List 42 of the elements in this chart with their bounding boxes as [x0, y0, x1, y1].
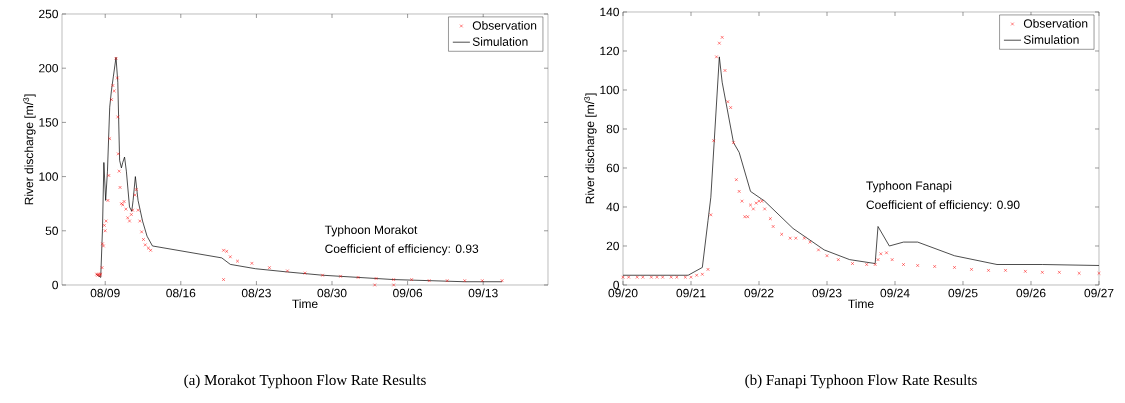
x-tick-label: 08/30: [317, 288, 347, 298]
x-tick-label: 09/26: [1016, 288, 1046, 298]
y-axis-title: River discharge [m/$^{3}$]: [23, 94, 36, 205]
x-tick-label: 08/09: [90, 288, 120, 298]
y-tick-label: 20: [606, 241, 620, 251]
x-tick-label: 09/06: [393, 288, 423, 298]
y-tick-label: 250: [39, 9, 59, 19]
annotation: Coefficient of efficiency: 0.93: [325, 244, 479, 256]
text: (a) Morakot Typhoon Flow Rate Results: [184, 374, 426, 389]
y-tick-label: 40: [606, 202, 620, 212]
x-tick-label: 09/21: [676, 288, 706, 298]
legend-label: Observation: [472, 20, 537, 30]
y-tick-label: 140: [600, 7, 619, 17]
x-tick-label: 08/16: [166, 288, 196, 298]
annotation: Typhoon Fanapi: [866, 181, 952, 193]
x-axis-title: Time: [292, 299, 318, 308]
x-tick-label: 09/13: [468, 288, 498, 298]
x-tick-label: 08/23: [241, 288, 271, 298]
annotation: Typhoon Morakot: [324, 225, 418, 237]
y-tick-label: 120: [600, 46, 619, 56]
annotation: Coefficient of efficiency: 0.90: [866, 200, 1020, 212]
y-tick-label: 0: [613, 280, 620, 290]
legend-label: Simulation: [1023, 35, 1079, 44]
y-tick-label: 60: [606, 163, 620, 173]
x-tick-label: 09/25: [948, 288, 978, 298]
y-axis-title: River discharge [m/$^{3}$]: [584, 93, 597, 204]
x-tick-label: 09/27: [1084, 288, 1114, 298]
x-tick-label: 09/23: [812, 288, 842, 298]
y-tick-label: 200: [39, 63, 59, 73]
x-tick-label: 09/24: [880, 288, 910, 298]
text: (b) Fanapi Typhoon Flow Rate Results: [745, 374, 977, 389]
legend-label: Simulation: [472, 37, 528, 46]
y-tick-label: 100: [600, 85, 619, 95]
y-tick-label: 150: [39, 118, 59, 127]
y-tick-label: 80: [606, 124, 620, 134]
x-tick-label: 09/20: [608, 288, 638, 298]
y-tick-label: 0: [52, 280, 59, 290]
y-tick-label: 50: [45, 226, 59, 236]
x-tick-label: 09/22: [744, 288, 774, 298]
y-tick-label: 100: [39, 172, 59, 181]
legend-label: Observation: [1023, 18, 1088, 28]
x-axis-title: Time: [848, 299, 874, 308]
